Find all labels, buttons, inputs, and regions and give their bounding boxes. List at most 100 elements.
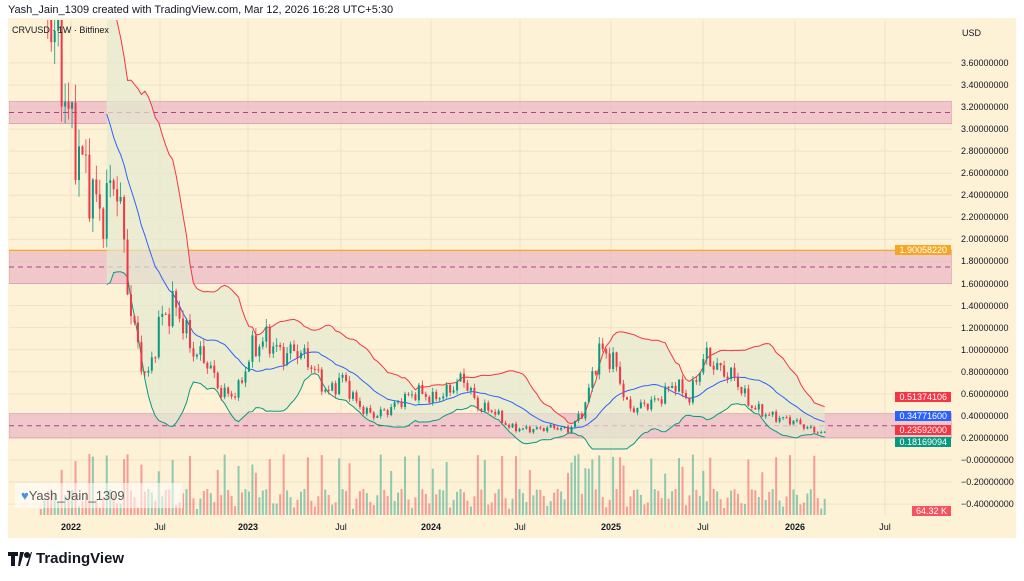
candle-body (795, 419, 798, 421)
candle-body (195, 354, 198, 357)
candle-body (213, 365, 216, 373)
candle-body (105, 183, 108, 239)
time-tick-label: Jul (335, 522, 347, 532)
candle-body (567, 426, 570, 433)
candle-body (67, 101, 70, 109)
candle-body (802, 424, 805, 429)
volume-bar (400, 489, 403, 515)
volume-bar (747, 459, 750, 515)
candle-body (504, 422, 507, 425)
volume-bar (421, 489, 424, 515)
candle-body (379, 409, 382, 417)
candle-body (168, 314, 171, 327)
candle-body (386, 410, 389, 415)
candle-body (341, 375, 344, 378)
price-tick-label: −0.40000000 (961, 499, 1014, 510)
candle-body (435, 391, 438, 400)
tradingview-logo[interactable]: TradingView (8, 550, 124, 567)
volume-bar (691, 454, 694, 515)
volume-bar (213, 502, 216, 515)
candle-body (421, 384, 424, 394)
candle-body (577, 413, 580, 421)
candle-body (345, 375, 348, 381)
candle-body (428, 396, 431, 403)
volume-bar (306, 457, 309, 515)
currency-label[interactable]: USD (962, 28, 982, 38)
price-tick-label: 2.40000000 (961, 190, 1009, 201)
volume-bar (397, 492, 400, 515)
candle-body (615, 352, 618, 367)
volume-bar (442, 490, 445, 515)
candle-body (241, 380, 244, 383)
volume-bar (723, 507, 726, 515)
volume-bar (195, 508, 198, 515)
candle-body (230, 393, 233, 397)
candle-body (501, 410, 504, 423)
candle-body (417, 384, 420, 401)
bollinger-basis (106, 113, 825, 429)
candle-body (140, 342, 143, 372)
candle-body (414, 394, 417, 401)
candle-body (691, 380, 694, 403)
candle-body (102, 208, 105, 239)
candle-body (723, 365, 726, 377)
candle-body (736, 377, 739, 388)
candle-body (313, 368, 316, 370)
volume-bar (775, 457, 778, 515)
candle-body (532, 429, 535, 433)
volume-bar (192, 498, 195, 515)
volume-bar (77, 506, 80, 515)
volume-bar (459, 489, 462, 515)
volume-bar (230, 496, 233, 515)
candle-body (147, 370, 150, 373)
price-tick-label: −0.20000000 (961, 477, 1014, 488)
candle-body (719, 363, 722, 366)
volume-bar (286, 490, 289, 515)
candle-body (768, 414, 771, 416)
volume-bar (324, 489, 327, 515)
candle-body (327, 389, 330, 391)
volume-bar (456, 491, 459, 515)
volume-bar (462, 492, 465, 515)
volume-bar (535, 489, 538, 515)
candle-body (667, 386, 670, 389)
volume-bar (452, 499, 455, 515)
candle-body (442, 396, 445, 399)
candle-body (109, 180, 112, 184)
volume-bar (653, 489, 656, 515)
volume-bar (435, 494, 438, 515)
volume-bar (390, 471, 393, 515)
volume-bar (355, 498, 358, 515)
volume-bar (646, 502, 649, 515)
candle-body (778, 418, 781, 422)
candle-body (234, 396, 237, 398)
volume-bar (119, 503, 122, 515)
candle-body (390, 407, 393, 415)
volume-bar (188, 455, 191, 515)
volume-bar (320, 455, 323, 515)
candle-body (275, 344, 278, 347)
volume-bar (227, 489, 230, 515)
candle-body (587, 387, 590, 403)
candle-body (639, 402, 642, 408)
watermark: ♥Yash_Jain_1309 (15, 483, 183, 508)
candle-body (678, 379, 681, 392)
volume-bar (317, 496, 320, 515)
candle-body (452, 390, 455, 393)
candle-body (178, 307, 181, 319)
volume-bar (671, 491, 674, 515)
volume-bar (594, 489, 597, 515)
volume-bar (799, 504, 802, 515)
volume-bar (625, 506, 628, 515)
volume-bar (553, 492, 556, 515)
candle-body (369, 407, 372, 413)
candle-body (202, 346, 205, 363)
candle-body (53, 30, 56, 43)
volume-bar (674, 489, 677, 515)
volume-bar (580, 493, 583, 515)
candle-body (775, 411, 778, 422)
time-tick-label: 2023 (237, 522, 259, 532)
volume-bar (275, 503, 278, 515)
volume-bar (501, 455, 504, 515)
